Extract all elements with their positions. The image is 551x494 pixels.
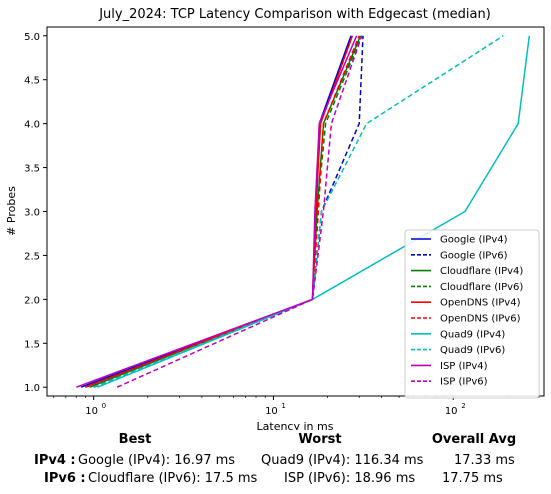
x-tick-label: 10 1 — [265, 402, 286, 417]
best-header: Best — [118, 432, 152, 447]
series-line-quad9-ipv4 — [97, 35, 531, 388]
ipv4-worst: Quad9 (IPv4): 116.34 ms — [261, 453, 424, 468]
series-line-opendns-ipv6 — [93, 35, 360, 388]
legend-label: Quad9 (IPv4) — [440, 329, 505, 340]
series-line-isp-ipv4 — [76, 35, 358, 388]
y-tick-label: 4.5 — [24, 76, 40, 87]
plot-lines — [76, 35, 531, 388]
x-axis-label: Latency in ms — [257, 420, 334, 430]
legend-label: Cloudflare (IPv6) — [440, 282, 523, 293]
y-tick-label: 1.5 — [24, 339, 40, 350]
y-tick-label: 2.5 — [24, 251, 40, 262]
x-tick-base: 10 — [445, 406, 458, 417]
y-tick-label: 1.0 — [24, 383, 40, 394]
x-tick-base: 10 — [265, 406, 278, 417]
ipv6-avg: 17.75 ms — [442, 471, 503, 486]
y-tick-label: 3.0 — [24, 208, 40, 219]
ipv6-label: IPv6 : — [44, 471, 86, 486]
legend-box — [404, 229, 540, 399]
series-line-cloudflare-ipv6 — [93, 35, 363, 388]
x-tick-exponent: 2 — [461, 402, 465, 410]
ipv6-row: IPv6 : — [44, 471, 86, 486]
x-tick-exponent: 1 — [281, 402, 285, 410]
latency-chart: July_2024: TCP Latency Comparison with E… — [5, 7, 545, 430]
overall-avg-header: Overall Avg — [431, 432, 517, 447]
x-tick-base: 10 — [85, 406, 98, 417]
x-axis-ticks: 10 0 10 1 10 2 — [53, 396, 540, 417]
x-tick-exponent: 0 — [102, 402, 106, 410]
chart-title: July_2024: TCP Latency Comparison with E… — [98, 7, 491, 22]
legend-label: OpenDNS (IPv4) — [440, 298, 521, 309]
ipv6-best: Cloudflare (IPv6): 17.5 ms — [88, 471, 258, 486]
legend: Google (IPv4) Google (IPv6) Cloudflare (IP… — [404, 229, 540, 399]
ipv4-best: Google (IPv4): 16.97 ms — [78, 453, 236, 468]
y-tick-label: 5.0 — [24, 32, 40, 43]
legend-label: Google (IPv6) — [440, 250, 508, 261]
ipv4-avg: 17.33 ms — [454, 453, 515, 468]
summary-table: Best Worst Overall Avg IPv4 : Google (IP… — [0, 428, 551, 494]
legend-label: Cloudflare (IPv4) — [440, 266, 523, 277]
legend-label: ISP (IPv6) — [440, 377, 488, 388]
legend-label: Quad9 (IPv6) — [440, 345, 505, 356]
legend-label: ISP (IPv4) — [440, 361, 488, 372]
legend-label: OpenDNS (IPv6) — [440, 314, 521, 325]
x-tick-label: 10 0 — [85, 402, 106, 417]
series-line-isp-ipv6 — [116, 35, 363, 388]
y-tick-label: 3.5 — [24, 164, 40, 175]
ipv6-worst: ISP (IPv6): 18.96 ms — [284, 471, 416, 486]
y-tick-label: 2.0 — [24, 295, 40, 306]
x-tick-label: 10 2 — [445, 402, 466, 417]
y-axis-label: # Probes — [5, 186, 18, 236]
worst-header: Worst — [298, 432, 342, 447]
ipv4-label: IPv4 : — [34, 453, 76, 468]
y-axis-ticks: 1.0 1.5 2.0 2.5 3.0 3.5 4.0 4.5 5.0 — [24, 32, 47, 394]
legend-label: Google (IPv4) — [440, 235, 508, 246]
ipv4-row: IPv4 : — [34, 453, 76, 468]
y-tick-label: 4.0 — [24, 120, 40, 131]
series-line-quad9-ipv6 — [93, 35, 504, 388]
